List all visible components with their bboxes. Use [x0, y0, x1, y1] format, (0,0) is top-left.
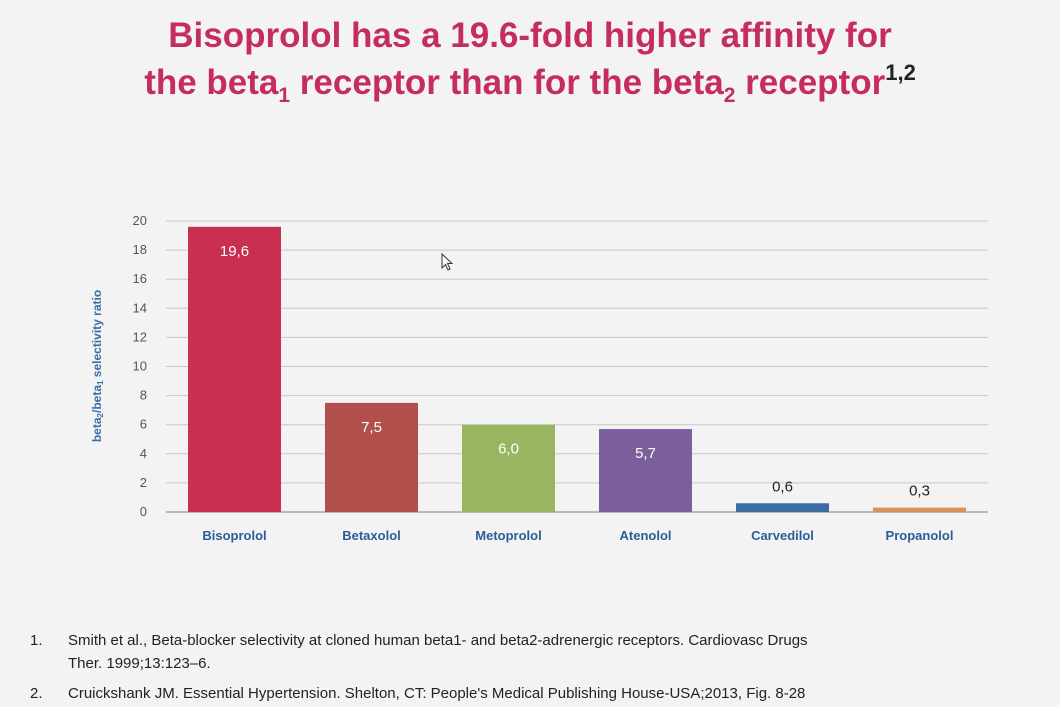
title-subscript-1: 1 — [278, 84, 291, 107]
gridlines — [166, 220, 988, 513]
reference-text-line: Cruickshank JM. Essential Hypertension. … — [68, 685, 806, 702]
reference-list: 1. Smith et al., Beta-blocker selectivit… — [30, 629, 1030, 705]
bar-carvedilol — [736, 503, 829, 512]
y-tick-label: 0 — [140, 504, 147, 519]
category-label: Carvedilol — [751, 528, 814, 543]
value-label: 0,6 — [772, 478, 793, 495]
title-line-2-pre: the beta — [144, 63, 279, 102]
category-label: Betaxolol — [342, 528, 401, 543]
category-label: Propanolol — [886, 528, 954, 543]
y-tick-label: 6 — [140, 417, 147, 432]
reference-number: 1. — [30, 632, 43, 649]
reference-text-line: Ther. 1999;13:123–6. — [68, 655, 211, 672]
title-reference-superscript: 1,2 — [885, 60, 916, 85]
reference-text-line: Smith et al., Beta-blocker selectivity a… — [68, 632, 808, 649]
bars — [188, 226, 966, 512]
bar-betaxolol — [325, 402, 418, 512]
value-label: 19,6 — [220, 243, 249, 260]
bar-atenolol — [599, 429, 692, 512]
mouse-cursor-icon — [441, 253, 454, 271]
y-tick-labels: 0 2 4 6 8 10 12 14 16 18 20 — [133, 213, 147, 519]
reference-item-2: 2. Cruickshank JM. Essential Hypertensio… — [30, 682, 1030, 705]
value-label: 5,7 — [635, 445, 656, 462]
value-label: 7,5 — [361, 419, 382, 436]
y-axis-label: beta2/beta1 selectivity ratio — [90, 290, 105, 442]
bar-bisoprolol — [188, 226, 281, 512]
value-label: 6,0 — [498, 441, 519, 458]
y-tick-label: 8 — [140, 388, 147, 403]
reference-item-1: 1. Smith et al., Beta-blocker selectivit… — [30, 629, 1030, 675]
title-line-1: Bisoprolol has a 19.6-fold higher affini… — [168, 16, 892, 55]
y-tick-label: 10 — [133, 359, 147, 374]
bar-metoprolol — [462, 424, 555, 512]
y-tick-label: 2 — [140, 475, 147, 490]
slide-title: Bisoprolol has a 19.6-fold higher affini… — [0, 12, 1060, 111]
bar-propanolol — [873, 507, 966, 512]
title-line-2: the beta1 receptor than for the beta2 re… — [0, 59, 1060, 111]
reference-number: 2. — [30, 685, 43, 702]
y-tick-label: 4 — [140, 446, 147, 461]
category-label: Bisoprolol — [202, 528, 266, 543]
y-tick-label: 14 — [133, 300, 147, 315]
title-subscript-2: 2 — [723, 84, 736, 107]
value-label: 0,3 — [909, 483, 930, 500]
y-tick-label: 16 — [133, 271, 147, 286]
y-tick-label: 18 — [133, 242, 147, 257]
category-label: Metoprolol — [475, 528, 541, 543]
category-label: Atenolol — [620, 528, 672, 543]
value-labels: 19,6 7,5 6,0 5,7 0,6 0,3 — [220, 243, 930, 500]
y-tick-label: 12 — [133, 329, 147, 344]
title-line-2-mid: receptor than for the beta — [290, 63, 724, 102]
title-line-2-post: receptor — [735, 63, 886, 102]
category-labels: Bisoprolol Betaxolol Metoprolol Atenolol Car… — [202, 528, 953, 543]
y-tick-label: 20 — [133, 213, 147, 228]
